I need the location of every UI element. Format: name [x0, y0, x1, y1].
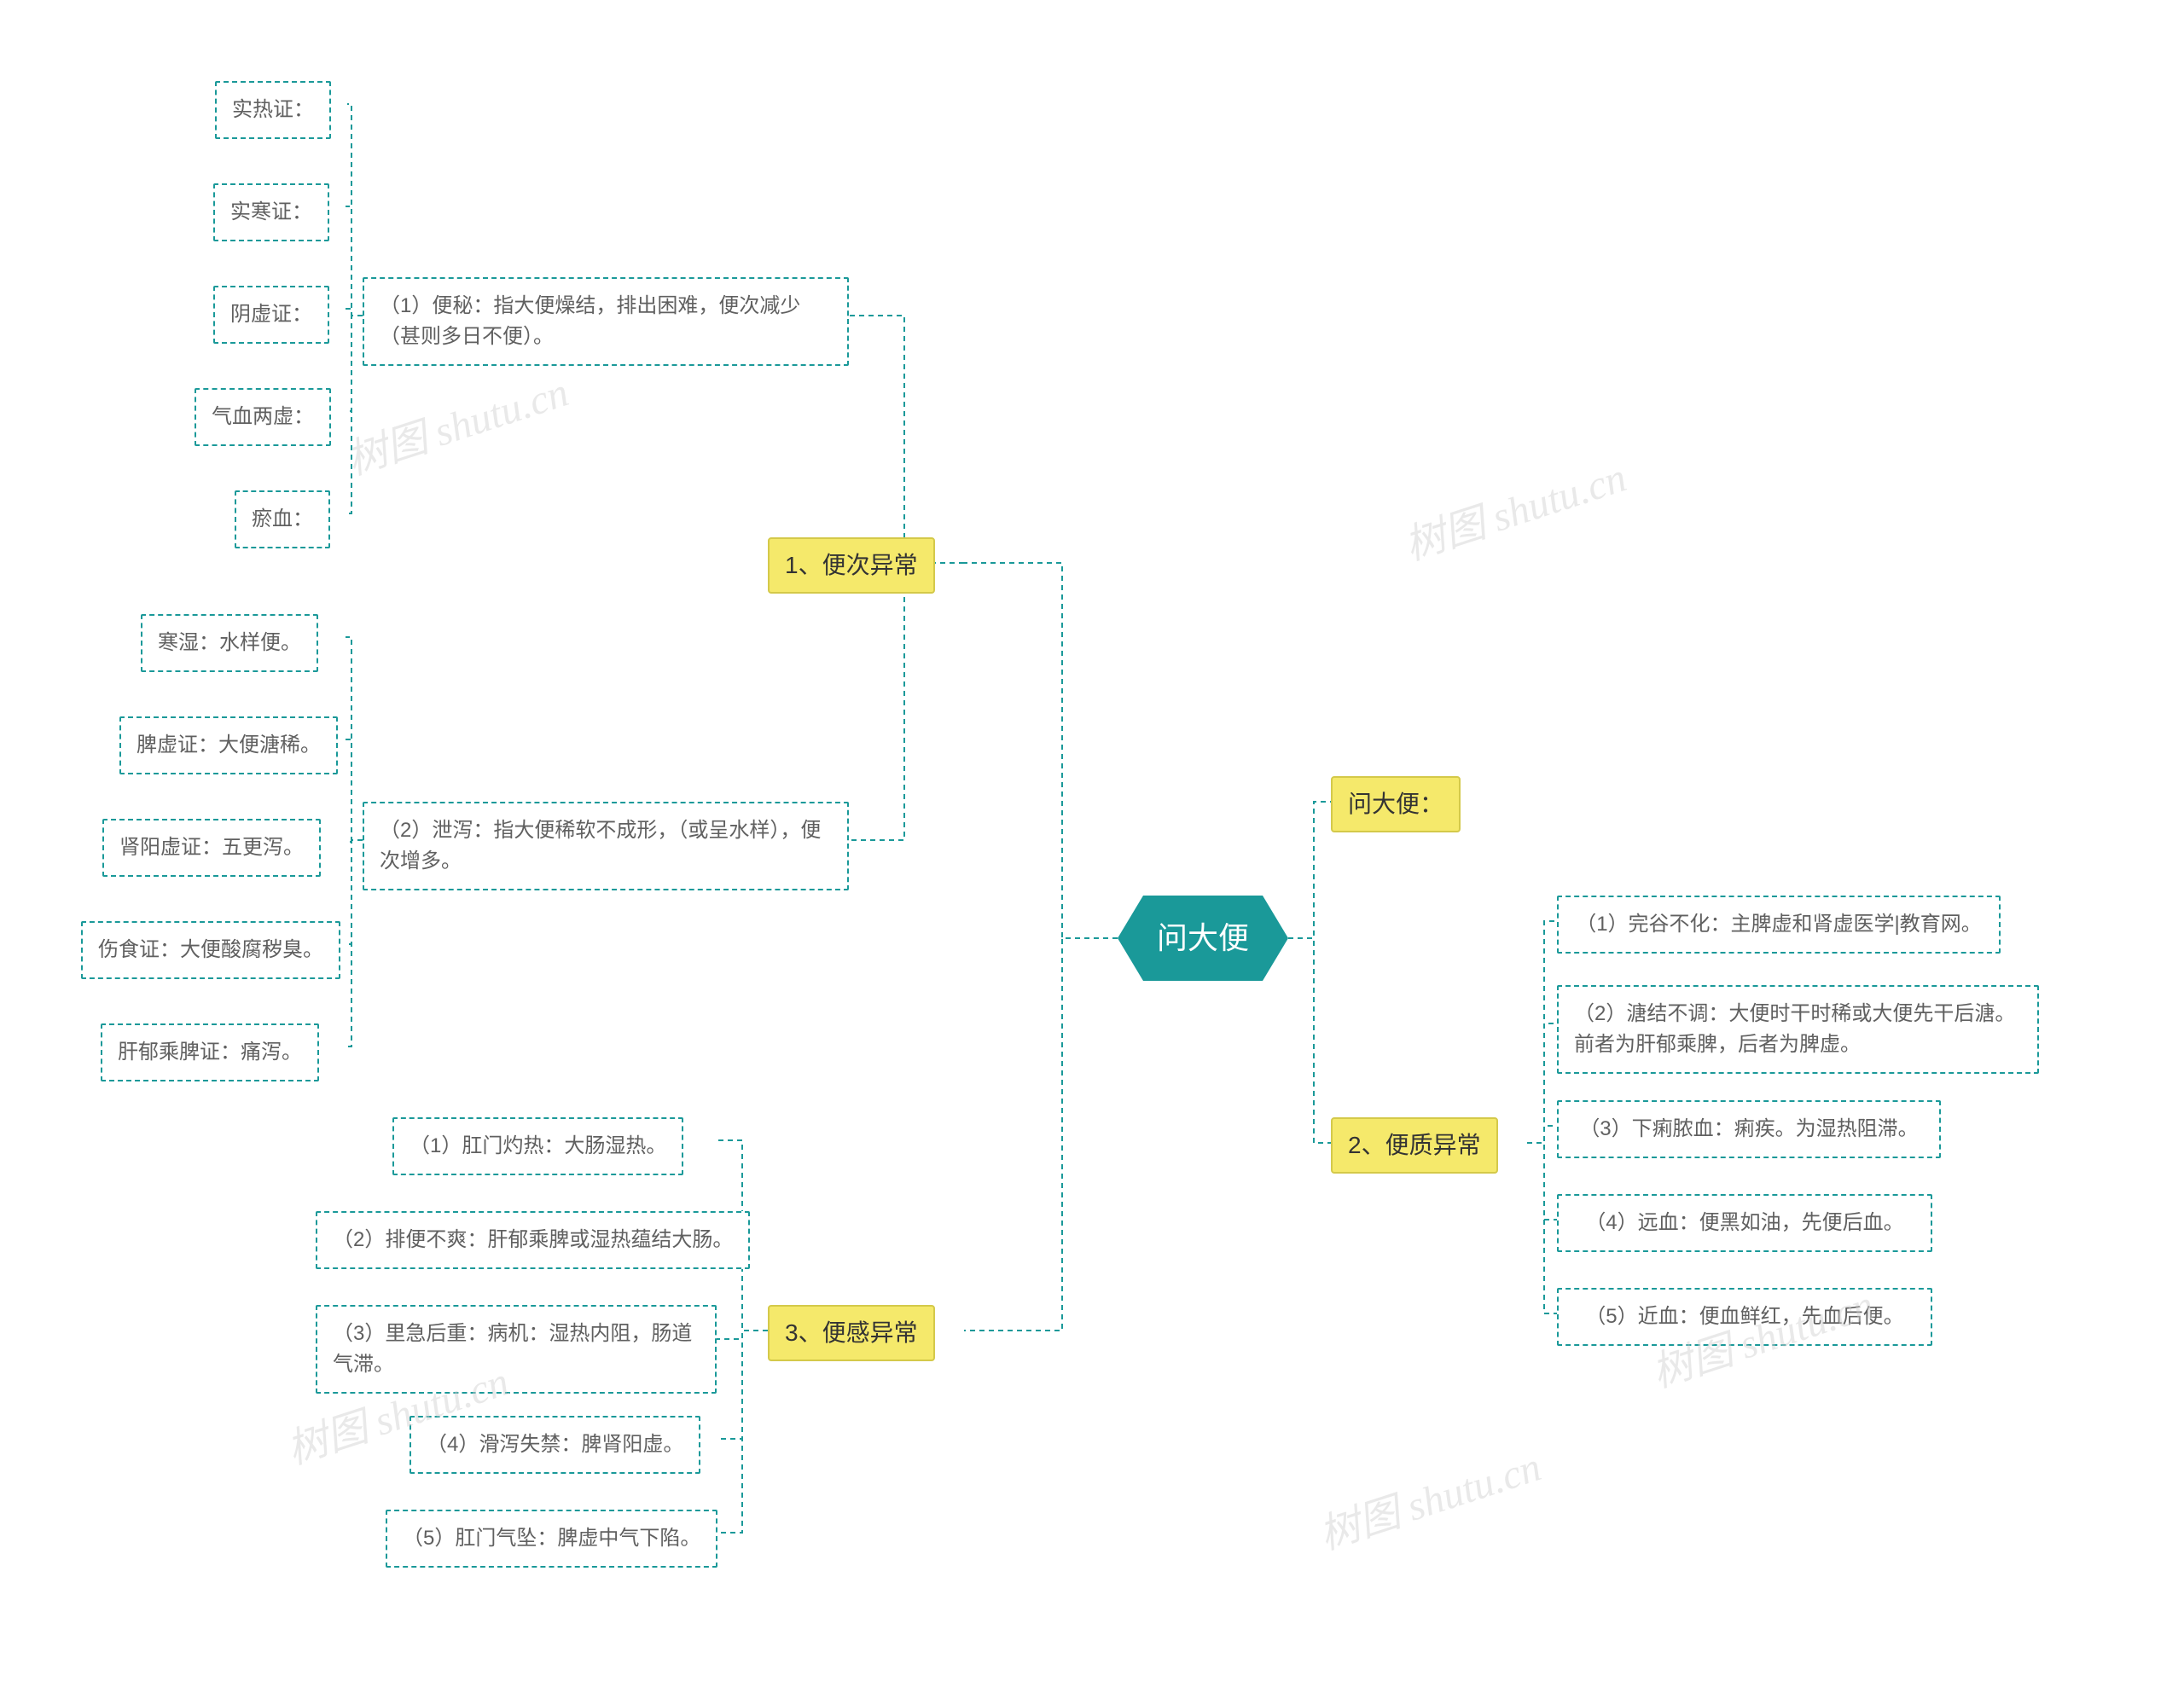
cat-node-3[interactable]: 3、便感异常: [768, 1305, 935, 1361]
cat-node-0[interactable]: 问大便：: [1331, 776, 1461, 832]
cat-label: 2、便质异常: [1348, 1128, 1481, 1163]
cat-label: 问大便：: [1348, 786, 1443, 822]
leaf-label: （3）里急后重：病机：湿热内阻，肠道气滞。: [333, 1319, 700, 1380]
leaf-label: （2）排便不爽：肝郁乘脾或湿热蕴结大肠。: [333, 1225, 733, 1255]
leaf-label: （4）远血：便黑如油，先便后血。: [1585, 1208, 1903, 1238]
leaf-label: （5）肛门气坠：脾虚中气下陷。: [403, 1523, 700, 1554]
cat-label: 1、便次异常: [785, 548, 918, 583]
leaf-node[interactable]: （3）里急后重：病机：湿热内阻，肠道气滞。: [316, 1305, 717, 1394]
cat-node-1[interactable]: 1、便次异常: [768, 537, 935, 594]
leaf-node[interactable]: （2）泄泻：指大便稀软不成形，（或呈水样），便次增多。: [363, 802, 849, 890]
leaf-label: 瘀血：: [252, 504, 313, 535]
leaf-label: 伤食证：大便酸腐秽臭。: [98, 935, 323, 965]
leaf-node[interactable]: （4）滑泻失禁：脾肾阳虚。: [410, 1416, 700, 1474]
cat-label: 3、便感异常: [785, 1315, 918, 1351]
leaf-label: （3）下痢脓血：痢疾。为湿热阻滞。: [1579, 1114, 1918, 1145]
leaf-node[interactable]: 瘀血：: [235, 490, 330, 548]
leaf-node[interactable]: 肾阳虚证：五更泻。: [102, 819, 321, 877]
leaf-node[interactable]: 脾虚证：大便溏稀。: [119, 716, 338, 774]
leaf-node[interactable]: 伤食证：大便酸腐秽臭。: [81, 921, 340, 979]
mindmap-canvas: 问大便 问大便： 1、便次异常 2、便质异常 3、便感异常 （1）便秘：指大便燥…: [0, 0, 2184, 1693]
leaf-label: （1）完谷不化：主脾虚和肾虚医学|教育网。: [1576, 909, 1982, 940]
leaf-label: 肾阳虚证：五更泻。: [119, 832, 304, 863]
leaf-node[interactable]: （5）肛门气坠：脾虚中气下陷。: [386, 1510, 717, 1568]
leaf-label: 气血两虚：: [212, 402, 314, 432]
leaf-label: 阴虚证：: [230, 299, 312, 330]
leaf-node[interactable]: （1）肛门灼热：大肠湿热。: [392, 1117, 683, 1175]
leaf-label: 寒湿：水样便。: [158, 628, 301, 658]
leaf-label: （1）肛门灼热：大肠湿热。: [410, 1131, 666, 1162]
leaf-label: 脾虚证：大便溏稀。: [136, 730, 321, 761]
root-node[interactable]: 问大便: [1118, 896, 1288, 981]
leaf-label: （2）泄泻：指大便稀软不成形，（或呈水样），便次增多。: [380, 815, 832, 877]
watermark: 树图 shutu.cn: [338, 358, 575, 486]
leaf-node[interactable]: （4）远血：便黑如油，先便后血。: [1557, 1194, 1932, 1252]
leaf-label: 肝郁乘脾证：痛泻。: [118, 1037, 302, 1068]
leaf-node[interactable]: 实寒证：: [213, 183, 329, 241]
leaf-node[interactable]: （3）下痢脓血：痢疾。为湿热阻滞。: [1557, 1100, 1941, 1158]
leaf-label: 实寒证：: [230, 197, 312, 228]
leaf-node[interactable]: （5）近血：便血鲜红，先血后便。: [1557, 1288, 1932, 1346]
leaf-label: （5）近血：便血鲜红，先血后便。: [1585, 1302, 1903, 1332]
leaf-node[interactable]: 气血两虚：: [195, 388, 331, 446]
root-label: 问大便: [1157, 915, 1249, 961]
watermark: 树图 shutu.cn: [1396, 444, 1633, 571]
leaf-node[interactable]: 实热证：: [215, 81, 331, 139]
leaf-label: 实热证：: [232, 95, 314, 125]
leaf-node[interactable]: 肝郁乘脾证：痛泻。: [101, 1023, 319, 1081]
leaf-node[interactable]: （1）便秘：指大便燥结，排出困难，便次减少（甚则多日不便）。: [363, 277, 849, 366]
leaf-node[interactable]: 阴虚证：: [213, 286, 329, 344]
leaf-node[interactable]: （2）溏结不调：大便时干时稀或大便先干后溏。前者为肝郁乘脾，后者为脾虚。: [1557, 985, 2039, 1074]
watermark: 树图 shutu.cn: [1310, 1433, 1548, 1561]
leaf-label: （4）滑泻失禁：脾肾阳虚。: [427, 1429, 683, 1460]
leaf-label: （2）溏结不调：大便时干时稀或大便先干后溏。前者为肝郁乘脾，后者为脾虚。: [1574, 999, 2022, 1060]
leaf-label: （1）便秘：指大便燥结，排出困难，便次减少（甚则多日不便）。: [380, 291, 832, 352]
leaf-node[interactable]: （1）完谷不化：主脾虚和肾虚医学|教育网。: [1557, 896, 2001, 954]
leaf-node[interactable]: （2）排便不爽：肝郁乘脾或湿热蕴结大肠。: [316, 1211, 750, 1269]
connectors: [0, 0, 2184, 1693]
leaf-node[interactable]: 寒湿：水样便。: [141, 614, 318, 672]
cat-node-2[interactable]: 2、便质异常: [1331, 1117, 1498, 1174]
